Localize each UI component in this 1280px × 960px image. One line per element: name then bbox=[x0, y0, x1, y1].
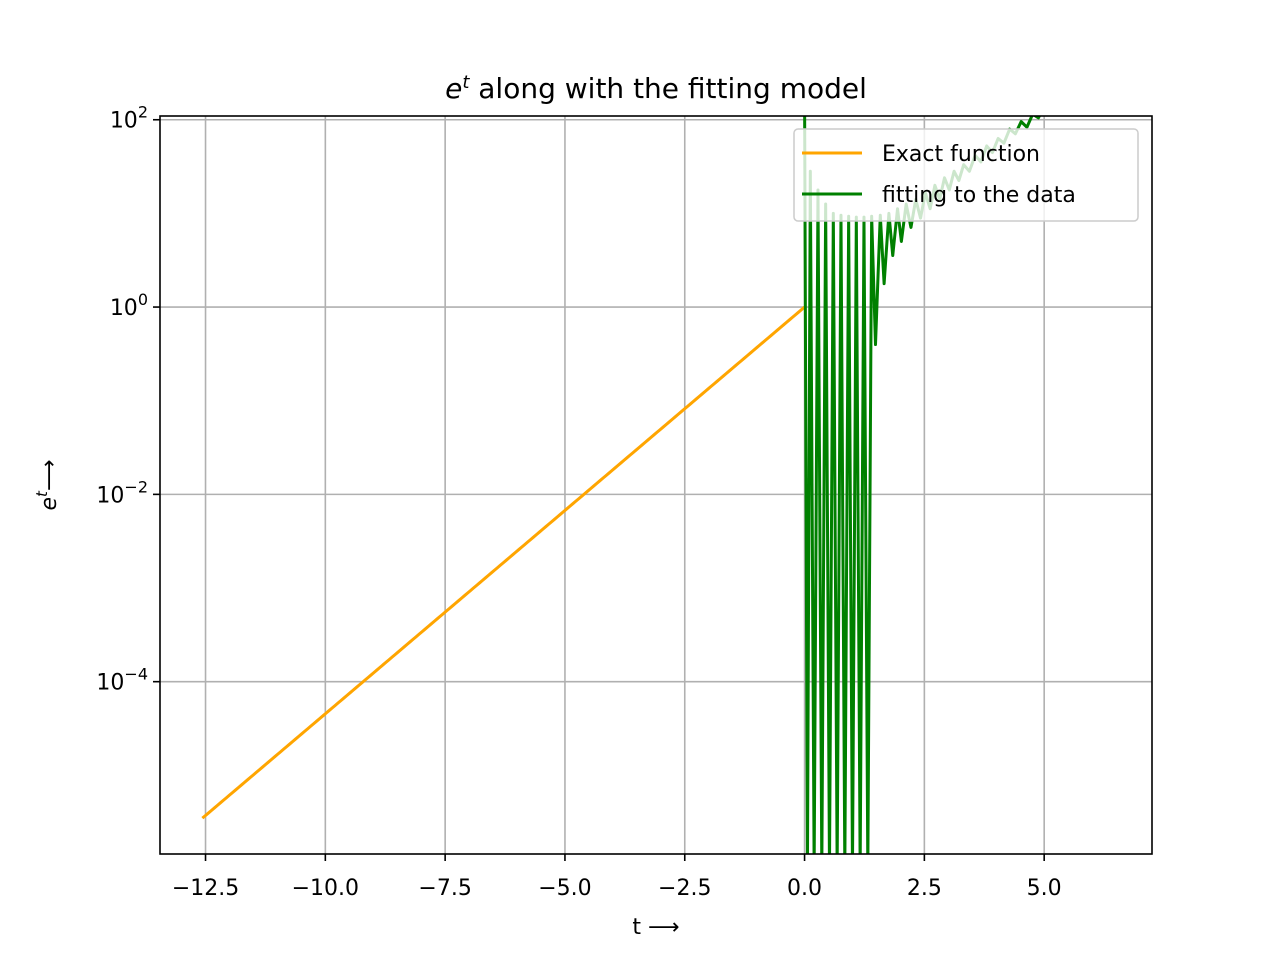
legend-label-fitting: fitting to the data bbox=[882, 183, 1076, 208]
y-axis-label: et⟶ bbox=[33, 460, 62, 511]
legend-label-exact-function: Exact function bbox=[882, 142, 1040, 167]
plot-background bbox=[160, 116, 1152, 854]
y-axis-ticks: 102 100 10−2 10−4 bbox=[96, 103, 160, 696]
legend-box bbox=[793, 128, 1139, 222]
x-axis-label: t ⟶ bbox=[632, 915, 679, 940]
plot-frame bbox=[159, 115, 1153, 855]
grid bbox=[160, 116, 1152, 854]
x-tick-label: −10.0 bbox=[292, 876, 359, 901]
x-axis-ticks: −12.5 −10.0 −7.5 −5.0 −2.5 0.0 2.5 5.0 bbox=[172, 854, 1062, 901]
chart-title: et along with the fitting model bbox=[445, 72, 867, 106]
x-tick-label: −5.0 bbox=[538, 876, 591, 901]
y-tick-label: 10−2 bbox=[96, 477, 148, 508]
y-tick-label: 100 bbox=[110, 290, 148, 321]
y-tick-label: 10−4 bbox=[96, 665, 148, 696]
x-tick-label: −12.5 bbox=[172, 876, 239, 901]
y-tick-label: 102 bbox=[110, 103, 148, 134]
series-line-exact-function bbox=[201, 305, 806, 820]
x-tick-label: −7.5 bbox=[418, 876, 471, 901]
x-tick-label: 2.5 bbox=[907, 876, 942, 901]
x-tick-label: 0.0 bbox=[787, 876, 822, 901]
x-tick-label: 5.0 bbox=[1027, 876, 1062, 901]
legend: Exact function fitting to the data bbox=[793, 128, 1139, 222]
x-tick-label: −2.5 bbox=[658, 876, 711, 901]
